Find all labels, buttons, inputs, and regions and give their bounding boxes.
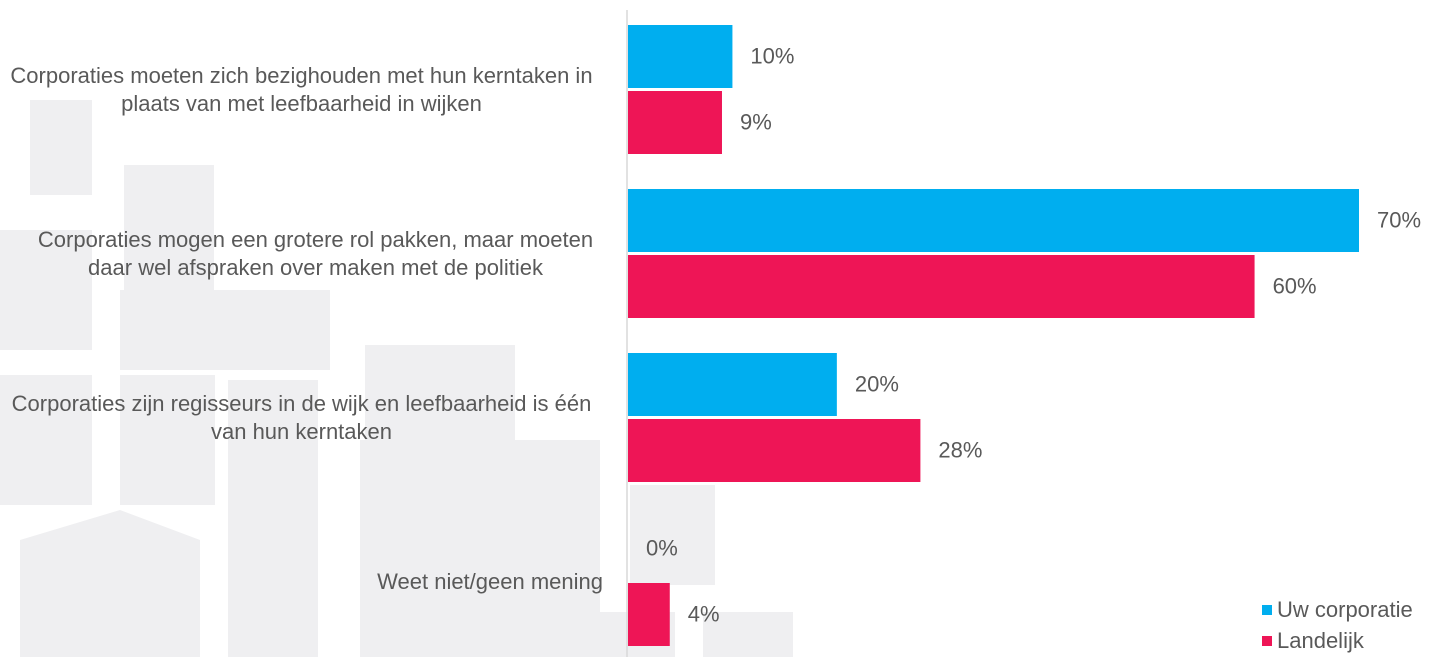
bar [628, 25, 733, 88]
bar [628, 353, 837, 416]
bar [628, 91, 722, 154]
bar [628, 255, 1255, 318]
category-label: Weet niet/geen mening [0, 568, 603, 596]
data-label: 10% [750, 43, 794, 68]
category-label: Corporaties zijn regisseurs in de wijk e… [0, 390, 603, 446]
data-label: 60% [1273, 273, 1317, 298]
category-text: Corporaties moeten zich bezighouden met … [10, 62, 593, 116]
category-label: Corporaties mogen een grotere rol pakken… [0, 226, 603, 282]
data-label: 9% [740, 109, 772, 134]
data-label: 20% [855, 371, 899, 396]
legend-swatch [1262, 605, 1272, 615]
category-text: Weet niet/geen mening [377, 568, 603, 594]
bar [628, 189, 1359, 252]
legend-label: Landelijk [1277, 628, 1365, 653]
category-text: Corporaties zijn regisseurs in de wijk e… [11, 390, 592, 444]
data-label: 28% [938, 437, 982, 462]
category-text: Corporaties mogen een grotere rol pakken… [37, 226, 594, 280]
category-label: Corporaties moeten zich bezighouden met … [0, 62, 603, 118]
data-label: 70% [1377, 207, 1421, 232]
data-label: 0% [646, 535, 678, 560]
data-label: 4% [688, 601, 720, 626]
bar [628, 583, 670, 646]
legend-label: Uw corporatie [1277, 597, 1413, 622]
bar [628, 419, 921, 482]
legend-swatch [1262, 636, 1272, 646]
decoration [0, 100, 793, 657]
